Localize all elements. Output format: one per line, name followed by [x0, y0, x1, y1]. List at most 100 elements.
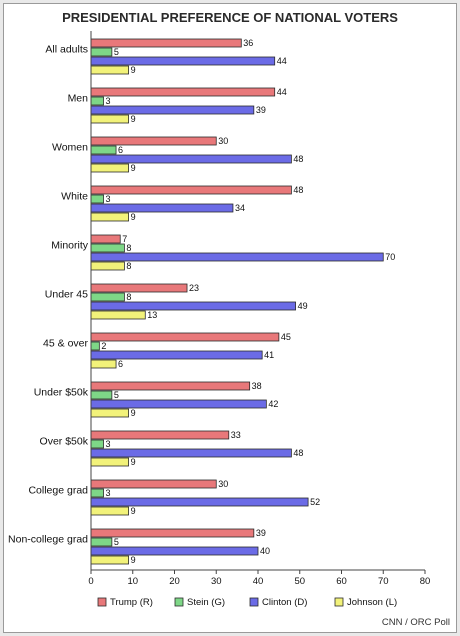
data-label-white-johnson-l: 9 [131, 212, 136, 222]
data-label-white-stein-g: 3 [106, 194, 111, 204]
data-label-45-over-johnson-l: 6 [118, 359, 123, 369]
data-label-women-trump-r: 30 [218, 136, 228, 146]
data-label-45-over-trump-r: 45 [281, 332, 291, 342]
data-label-over-50k-clinton-d: 48 [293, 448, 303, 458]
data-label-non-college-grad-trump-r: 39 [256, 528, 266, 538]
data-label-non-college-grad-clinton-d: 40 [260, 546, 270, 556]
x-tick-label-40: 40 [253, 576, 264, 587]
chart-title: PRESIDENTIAL PREFERENCE OF NATIONAL VOTE… [62, 10, 398, 25]
data-label-minority-clinton-d: 70 [385, 252, 395, 262]
data-label-white-clinton-d: 34 [235, 203, 245, 213]
bar-under-45-clinton-d [90, 301, 296, 311]
x-tick-label-20: 20 [169, 576, 180, 587]
data-label-non-college-grad-stein-g: 5 [114, 537, 119, 547]
bar-women-johnson-l [90, 163, 129, 173]
data-label-under-45-stein-g: 8 [126, 292, 131, 302]
data-label-women-johnson-l: 9 [131, 163, 136, 173]
bar-minority-clinton-d [90, 252, 384, 262]
bar-all-adults-johnson-l [90, 65, 129, 75]
category-labels: All adults Men Women White Minority Under 45 4… [8, 43, 89, 545]
bar-non-college-grad-stein-g [90, 537, 113, 547]
category-label-45-over: 45 & over [43, 337, 88, 349]
legend-swatch-clinton-d [249, 597, 259, 607]
bar-under-45-trump-r [90, 283, 188, 293]
data-label-college-grad-clinton-d: 52 [310, 497, 320, 507]
bar-non-college-grad-trump-r [90, 528, 255, 538]
bar-under-45-stein-g [90, 292, 125, 302]
bar-women-clinton-d [90, 154, 292, 164]
data-label-over-50k-johnson-l: 9 [131, 457, 136, 467]
bar-45-over-clinton-d [90, 350, 263, 360]
bar-college-grad-clinton-d [90, 497, 309, 507]
data-label-white-trump-r: 48 [293, 185, 303, 195]
data-label-college-grad-stein-g: 3 [106, 488, 111, 498]
bar-over-50k-trump-r [90, 430, 230, 440]
data-label-under-45-trump-r: 23 [189, 283, 199, 293]
bar-45-over-stein-g [90, 341, 100, 351]
data-labels: 3654494433993064894833497870823849134524… [101, 38, 395, 565]
data-label-men-johnson-l: 9 [131, 114, 136, 124]
bar-45-over-trump-r [90, 332, 280, 342]
bar-under-50k-johnson-l [90, 408, 129, 418]
bar-white-johnson-l [90, 212, 129, 222]
bar-over-50k-clinton-d [90, 448, 292, 458]
legend-swatch-johnson-l [334, 597, 344, 607]
bar-white-trump-r [90, 185, 292, 195]
x-tick-label-10: 10 [127, 576, 138, 587]
bar-over-50k-stein-g [90, 439, 104, 449]
data-label-under-45-johnson-l: 13 [147, 310, 157, 320]
category-label-non-college-grad: Non-college grad [8, 533, 88, 545]
category-label-men: Men [68, 92, 89, 104]
data-label-under-50k-clinton-d: 42 [268, 399, 278, 409]
category-label-college-grad: College grad [28, 484, 88, 496]
bar-college-grad-trump-r [90, 479, 217, 489]
bar-white-stein-g [90, 194, 104, 204]
data-label-minority-trump-r: 7 [122, 234, 127, 244]
bars [90, 38, 384, 565]
category-label-under-45: Under 45 [45, 288, 88, 300]
bar-minority-stein-g [90, 243, 125, 253]
bar-minority-trump-r [90, 234, 121, 244]
data-label-all-adults-johnson-l: 9 [131, 65, 136, 75]
data-label-men-trump-r: 44 [277, 87, 287, 97]
bar-men-johnson-l [90, 114, 129, 124]
data-label-college-grad-trump-r: 30 [218, 479, 228, 489]
x-tick-label-70: 70 [378, 576, 389, 587]
bar-under-45-johnson-l [90, 310, 146, 320]
category-label-white: White [61, 190, 88, 202]
legend-swatch-trump-r [97, 597, 107, 607]
data-label-under-50k-johnson-l: 9 [131, 408, 136, 418]
legend-label-trump-r: Trump (R) [110, 597, 153, 608]
bar-men-trump-r [90, 87, 276, 97]
bar-45-over-johnson-l [90, 359, 117, 369]
data-label-under-45-clinton-d: 49 [298, 301, 308, 311]
bar-all-adults-clinton-d [90, 56, 276, 66]
axes: 0 10 20 30 40 50 60 70 80 [88, 31, 430, 587]
bar-non-college-grad-clinton-d [90, 546, 259, 556]
data-label-all-adults-trump-r: 36 [243, 38, 253, 48]
bar-under-50k-stein-g [90, 390, 113, 400]
x-tick-label-0: 0 [88, 576, 93, 587]
x-tick-label-80: 80 [420, 576, 431, 587]
bar-under-50k-trump-r [90, 381, 251, 391]
category-label-over-50k: Over $50k [40, 435, 89, 447]
bar-men-clinton-d [90, 105, 255, 115]
legend-swatch-stein-g [174, 597, 184, 607]
data-label-women-clinton-d: 48 [293, 154, 303, 164]
data-label-45-over-clinton-d: 41 [264, 350, 274, 360]
data-label-all-adults-stein-g: 5 [114, 47, 119, 57]
bar-over-50k-johnson-l [90, 457, 129, 467]
data-label-non-college-grad-johnson-l: 9 [131, 555, 136, 565]
bar-all-adults-stein-g [90, 47, 113, 57]
data-label-minority-johnson-l: 8 [126, 261, 131, 271]
data-label-all-adults-clinton-d: 44 [277, 56, 287, 66]
bar-under-50k-clinton-d [90, 399, 267, 409]
legend-label-clinton-d: Clinton (D) [262, 597, 307, 608]
data-label-men-clinton-d: 39 [256, 105, 266, 115]
bar-college-grad-johnson-l [90, 506, 129, 516]
chart-frame: PRESIDENTIAL PREFERENCE OF NATIONAL VOTE… [3, 3, 457, 633]
bar-women-trump-r [90, 136, 217, 146]
bar-men-stein-g [90, 96, 104, 106]
legend-label-johnson-l: Johnson (L) [347, 597, 397, 608]
category-label-women: Women [52, 141, 88, 153]
